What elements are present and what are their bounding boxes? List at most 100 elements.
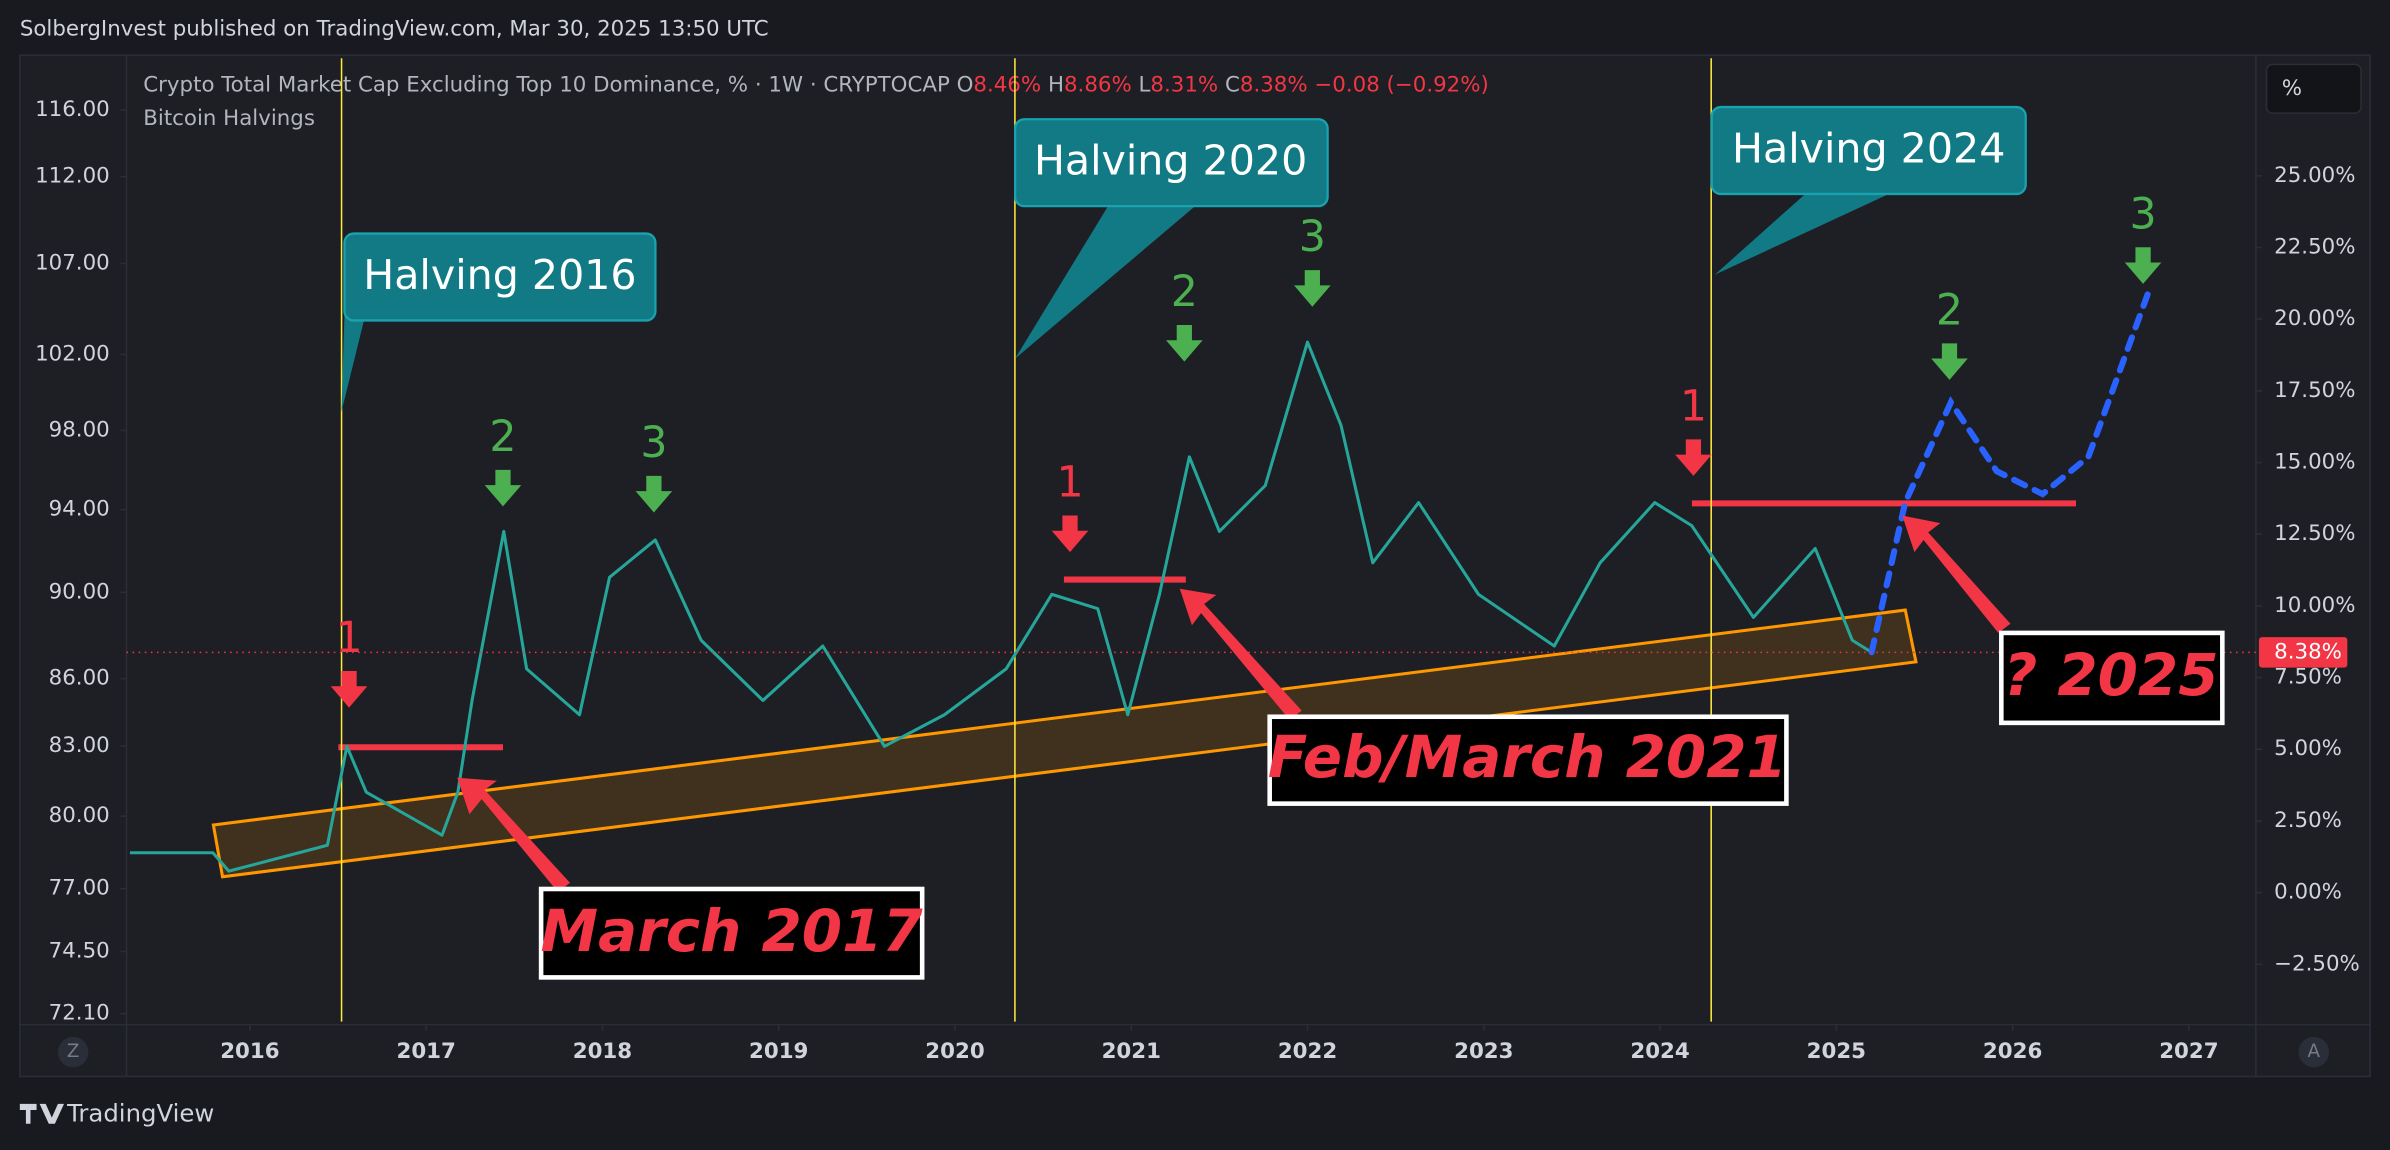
callout-box [1013, 118, 1329, 208]
y2-tick-label: 25.00% [2274, 163, 2355, 188]
y-tick-label: 98.00 [49, 417, 110, 442]
plot: 116.00 112.00 107.00 102.00 98.00 94.00 90.00 8… [35, 58, 2360, 1064]
date-label: ? 2025 [2004, 641, 2219, 709]
y-tick-label: 112.00 [35, 164, 110, 189]
wave-arrow [1166, 325, 1203, 362]
wave-number: 1 [335, 613, 362, 663]
callout-text: Halving 2020 [1034, 136, 1307, 184]
wave-number: 1 [1680, 381, 1707, 431]
y-tick-label: 80.00 [49, 803, 110, 828]
y-tick-label: 94.00 [49, 497, 110, 522]
y2-tick-label: 2.50% [2274, 808, 2342, 833]
wave-arrow [1675, 439, 1712, 476]
y-tick-label: 116.00 [35, 97, 110, 122]
x-tick-label: 2021 [1102, 1039, 1161, 1064]
pointer-arrow [1179, 588, 1302, 720]
pointer-arrow [1902, 515, 2011, 633]
y2-tick-label: 12.50% [2274, 521, 2355, 546]
y-tick-label: 83.00 [49, 733, 110, 758]
x-tick-label: 2026 [1983, 1039, 2042, 1064]
legend-key: O [957, 73, 974, 98]
callout-box [343, 232, 657, 322]
x-tick-label: 2018 [573, 1039, 632, 1064]
date-label-box [1267, 714, 1789, 806]
y-tick-label: 74.50 [49, 938, 110, 963]
auto-button-label[interactable]: A [2308, 1041, 2321, 1062]
last-price-label: 8.38% [2274, 639, 2342, 664]
wave-number: 1 [1056, 458, 1083, 508]
pointer-arrow [457, 777, 571, 893]
y2-tick-label: 20.00% [2274, 306, 2355, 331]
brand-name: TradingView [66, 1099, 214, 1128]
legend-change: −0.08 (−0.92%) [1314, 73, 1488, 98]
scale-button[interactable] [2265, 63, 2362, 114]
wave-number: 3 [1299, 212, 1326, 262]
y2-tick-label: 10.00% [2274, 593, 2355, 618]
scale-button-label[interactable]: % [2282, 76, 2302, 101]
zoom-button[interactable] [57, 1036, 89, 1068]
y-tick-label: 72.10 [49, 1001, 110, 1026]
wave-number: 2 [489, 412, 516, 462]
y-tick-label: 86.00 [49, 666, 110, 691]
x-tick-label: 2016 [220, 1039, 279, 1064]
legend-line: Crypto Total Market Cap Excluding Top 10… [143, 73, 1489, 98]
legend-value: 8.31% [1150, 73, 1218, 98]
legend-value: 8.86% [1064, 73, 1132, 98]
y2-tick-label: 0.00% [2274, 880, 2342, 905]
x-tick-label: 2024 [1630, 1039, 1689, 1064]
wave-number: 2 [1936, 285, 1963, 335]
brand-logo [19, 1103, 65, 1124]
x-tick-label: 2027 [2159, 1039, 2218, 1064]
last-price-tag [2258, 637, 2348, 668]
callout-text: Halving 2024 [1732, 124, 2005, 172]
y2-tick-label: 15.00% [2274, 450, 2355, 475]
y2-tick-label: 22.50% [2274, 235, 2355, 260]
wave-arrow [2124, 247, 2162, 284]
y2-tick-label: −2.50% [2274, 951, 2360, 976]
zoom-button-label[interactable]: Z [67, 1041, 80, 1062]
date-label-box [1999, 630, 2225, 726]
callout-box [1710, 105, 2027, 196]
x-tick-label: 2017 [396, 1039, 455, 1064]
wave-number: 2 [1171, 267, 1198, 317]
legend-key: C [1225, 73, 1240, 98]
chart-frame [19, 54, 2371, 1078]
legend-value: 8.38% [1240, 73, 1308, 98]
wave-arrow [635, 475, 673, 513]
y2-tick-label: 17.50% [2274, 378, 2355, 403]
legend-key: L [1139, 73, 1151, 98]
y-tick-label: 90.00 [49, 579, 110, 604]
wave-arrow [484, 469, 522, 507]
x-tick-label: 2025 [1807, 1039, 1866, 1064]
callout-tail [341, 312, 366, 412]
projection-line [1868, 284, 2154, 656]
price-line [130, 340, 1873, 873]
date-label: March 2017 [541, 897, 924, 965]
y-tick-label: 77.00 [49, 876, 110, 901]
date-labels: March 2017 Feb/March 2021 ? 2025 [538, 630, 2225, 980]
legend-key: H [1048, 73, 1064, 98]
x-tick-label: 2019 [749, 1039, 808, 1064]
x-tick-label: 2022 [1278, 1039, 1337, 1064]
wave-number: 3 [2130, 189, 2157, 239]
x-tick-label: 2023 [1454, 1039, 1513, 1064]
wave-arrow [1294, 270, 1331, 307]
auto-button[interactable] [2298, 1036, 2330, 1068]
wave-arrow [1931, 343, 1968, 380]
indicator-name: Bitcoin Halvings [143, 106, 315, 131]
x-tick-label: 2020 [925, 1039, 984, 1064]
legend-title: Crypto Total Market Cap Excluding Top 10… [143, 73, 950, 98]
wave-arrow [1051, 515, 1089, 553]
date-label-box [538, 886, 925, 980]
wave-number: 3 [640, 418, 667, 468]
legend-value: 8.46% [973, 73, 1041, 98]
y2-tick-label: 7.50% [2274, 665, 2342, 690]
y-tick-label: 102.00 [35, 341, 110, 366]
y-tick-label: 107.00 [35, 250, 110, 275]
level-lines [338, 500, 2077, 751]
publisher-header: SolbergInvest published on TradingView.c… [20, 16, 769, 41]
y2-tick-label: 5.00% [2274, 736, 2342, 761]
callout-text: Halving 2016 [363, 251, 636, 299]
